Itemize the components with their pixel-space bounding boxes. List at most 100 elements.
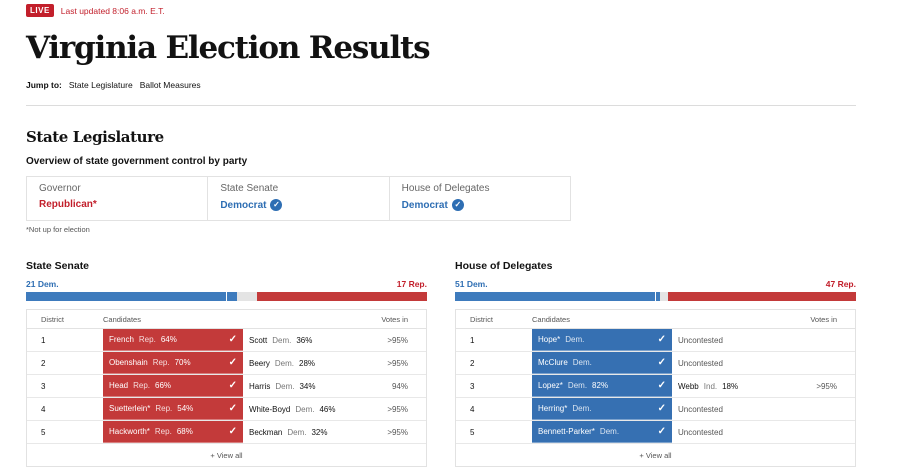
dem-seat-count: 51 Dem.	[455, 279, 488, 289]
table-row: 1 Hope* Dem. ✓ Uncontested	[456, 329, 855, 352]
column-header-district: District	[41, 314, 64, 324]
check-icon: ✓	[657, 357, 666, 368]
winner-name: French	[109, 335, 134, 344]
winner-name: Hope*	[538, 335, 561, 344]
opponent-cell: Webb Ind. 18%	[672, 382, 807, 391]
winner-cell: Lopez* Dem. 82% ✓	[532, 375, 672, 397]
seat-bar-rep	[667, 292, 856, 301]
votes-in: >95%	[387, 335, 408, 345]
jump-link-ballot-measures[interactable]: Ballot Measures	[139, 80, 201, 90]
seat-bar-dem	[26, 292, 237, 301]
chamber-title: House of Delegates	[455, 260, 553, 272]
check-icon: ✓	[657, 380, 666, 391]
opponent-name: Scott	[249, 335, 268, 345]
district-number: 2	[41, 358, 46, 368]
table-row: 3 Lopez* Dem. 82% ✓ Webb Ind. 18% >95%	[456, 375, 855, 398]
votes-in: >95%	[387, 358, 408, 368]
office-name: State Senate	[220, 183, 279, 194]
opponent-percent: 28%	[299, 358, 316, 368]
view-all-button[interactable]: + View all	[639, 450, 672, 460]
control-house-of-delegates: House of Delegates Democrat ✓	[390, 177, 570, 220]
winner-name: Head	[109, 381, 129, 390]
table-row: 5 Bennett-Parker* Dem. ✓ Uncontested	[456, 421, 855, 444]
opponent-percent: 18%	[722, 381, 739, 391]
winner-name: Lopez*	[538, 381, 563, 390]
winner-name: Hackworth*	[109, 427, 150, 436]
party-name: Democrat	[401, 199, 448, 211]
table-row: 1 French Rep. 64% ✓ Scott Dem. 36% >95%	[27, 329, 426, 352]
winner-party: Rep.	[154, 427, 172, 436]
control-overview: Governor Republican* State Senate Democr…	[26, 176, 571, 221]
table-row: 4 Suetterlein* Rep. 54% ✓ White-Boyd Dem. 46…	[27, 398, 426, 421]
check-circle-icon: ✓	[451, 199, 464, 211]
seat-labels: 21 Dem. 17 Rep.	[26, 279, 427, 289]
opponent-name: White-Boyd	[249, 404, 291, 414]
table-row: 4 Herring* Dem. ✓ Uncontested	[456, 398, 855, 421]
office-name: Governor	[39, 183, 81, 194]
winner-percent: 54%	[177, 404, 194, 413]
winner-percent: 70%	[174, 358, 191, 367]
view-all-button[interactable]: + View all	[210, 450, 243, 460]
winner-party: Rep.	[133, 381, 151, 390]
check-circle-icon: ✓	[270, 199, 283, 211]
winner-party: Dem.	[565, 335, 585, 344]
opponent-cell: Beckman Dem. 32%	[243, 428, 378, 437]
opponent-percent: 32%	[311, 427, 328, 437]
majority-marker	[225, 292, 227, 301]
opponent-name: Harris	[249, 381, 271, 391]
live-badge: LIVE	[26, 4, 54, 17]
footnote: *Not up for election	[26, 225, 90, 234]
results-table: District Candidates Votes in 1 Hope* Dem.…	[455, 309, 856, 467]
opponent-percent: 46%	[319, 404, 336, 414]
table-header: District Candidates Votes in	[27, 310, 426, 329]
winner-cell: French Rep. 64% ✓	[103, 329, 243, 351]
opponent-party: Dem.	[287, 427, 307, 437]
winner-party: Dem.	[599, 427, 620, 436]
results-table: District Candidates Votes in 1 French Rep…	[26, 309, 427, 467]
table-row: 2 Obenshain Rep. 70% ✓ Beery Dem. 28% >95%	[27, 352, 426, 375]
opponent-percent: 36%	[296, 335, 313, 345]
opponent-cell: Harris Dem. 34%	[243, 382, 378, 391]
column-header-votes: Votes in	[810, 314, 837, 324]
dem-seat-count: 21 Dem.	[26, 279, 59, 289]
opponent-cell: Beery Dem. 28%	[243, 359, 378, 368]
uncontested-label: Uncontested	[678, 335, 723, 345]
check-icon: ✓	[228, 380, 237, 391]
winner-percent: 68%	[176, 427, 193, 436]
uncontested-label: Uncontested	[678, 404, 723, 414]
seat-labels: 51 Dem. 47 Rep.	[455, 279, 856, 289]
winner-cell: McClure Dem. ✓	[532, 352, 672, 374]
winner-cell: Head Rep. 66% ✓	[103, 375, 243, 397]
control-governor: Governor Republican*	[27, 177, 209, 220]
winner-name: Obenshain	[109, 358, 148, 367]
rep-seat-count: 47 Rep.	[825, 279, 856, 289]
opponent-percent: 34%	[299, 381, 316, 391]
district-number: 3	[41, 381, 46, 391]
column-header-votes: Votes in	[381, 314, 408, 324]
jump-link-state-legislature[interactable]: State Legislature	[68, 80, 133, 90]
winner-name: Bennett-Parker*	[538, 427, 595, 436]
district-number: 5	[41, 427, 46, 437]
divider	[26, 105, 856, 106]
opponent-party: Dem.	[274, 358, 295, 368]
table-row: 3 Head Rep. 66% ✓ Harris Dem. 34% 94%	[27, 375, 426, 398]
district-number: 4	[470, 404, 475, 414]
winner-cell: Hope* Dem. ✓	[532, 329, 672, 351]
opponent-name: Beckman	[249, 427, 283, 437]
chamber-title: State Senate	[26, 260, 90, 272]
check-icon: ✓	[657, 334, 666, 345]
controlling-party: Democrat ✓	[220, 199, 376, 211]
opponent-name: Webb	[678, 381, 699, 391]
uncontested-label: Uncontested	[678, 427, 723, 437]
section-title: State Legislature	[26, 128, 164, 146]
seat-bar-rep	[256, 292, 427, 301]
votes-in: >95%	[816, 381, 837, 391]
uncontested-label: Uncontested	[678, 358, 723, 368]
overview-title: Overview of state government control by …	[26, 156, 248, 167]
controlling-party: Democrat ✓	[402, 199, 558, 211]
winner-cell: Hackworth* Rep. 68% ✓	[103, 421, 243, 443]
table-header: District Candidates Votes in	[456, 310, 855, 329]
check-icon: ✓	[228, 426, 237, 437]
winner-percent: 82%	[592, 381, 609, 390]
winner-name: Herring*	[538, 404, 568, 413]
